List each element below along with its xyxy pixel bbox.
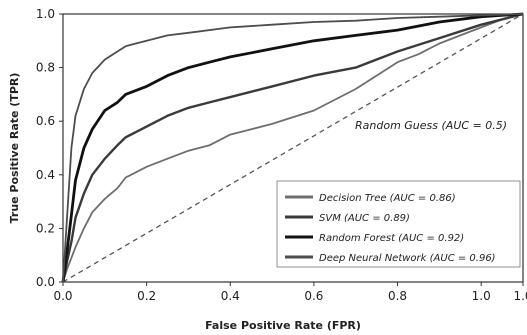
random-guess-annotation: Random Guess (AUC = 0.5) [355, 119, 507, 132]
legend-label-3: Deep Neural Network (AUC = 0.96) [319, 253, 496, 264]
y-tick-label: 0.2 [36, 221, 55, 235]
x-axis-title: False Positive Rate (FPR) [205, 319, 361, 332]
series-line-3 [62, 13, 524, 283]
legend-box [276, 180, 521, 268]
x-tick-label: 1.0 [513, 289, 527, 303]
legend-label-2: Random Forest (AUC = 0.92) [319, 233, 464, 244]
legend-label-0: Decision Tree (AUC = 0.86) [319, 193, 456, 204]
random-guess-line [62, 13, 524, 283]
x-tick-label: 0.8 [388, 289, 407, 303]
y-axis-ticks: 0.0 0.2 0.4 0.6 0.8 1.0 [36, 7, 63, 289]
x-axis-ticks: 0.0 0.2 0.4 0.6 0.8 1.0 1.0 [53, 282, 527, 303]
series-line-2 [61, 12, 524, 283]
y-tick-label: 0.4 [36, 168, 55, 182]
x-tick-label: 0.6 [304, 289, 323, 303]
y-tick-label: 0.6 [36, 114, 55, 128]
x-tick-label: 1.0 [472, 289, 491, 303]
legend-label-1: SVM (AUC = 0.89) [319, 213, 410, 224]
series-line-1 [61, 12, 524, 283]
y-tick-label: 0.8 [36, 61, 55, 75]
x-tick-label: 0.0 [53, 289, 72, 303]
y-axis-title: True Positive Rate (TPR) [8, 73, 21, 224]
y-tick-label: 0.0 [36, 275, 55, 289]
y-tick-label: 1.0 [36, 7, 55, 21]
x-tick-label: 0.2 [137, 289, 156, 303]
legend: Decision Tree (AUC = 0.86) SVM (AUC = 0.8… [276, 180, 521, 268]
x-tick-label: 0.4 [221, 289, 240, 303]
series-line-0 [62, 13, 524, 283]
series-lines [61, 12, 524, 283]
